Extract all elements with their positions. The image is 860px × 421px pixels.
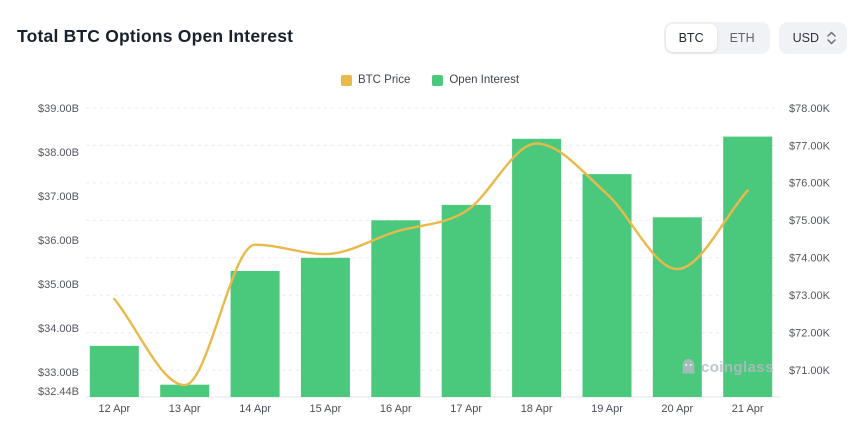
currency-select-value: USD	[792, 31, 819, 45]
legend-label: Open Interest	[449, 74, 520, 86]
x-axis-label: 12 Apr	[98, 403, 130, 415]
btc-price-line[interactable]	[113, 142, 749, 387]
bar-13-apr[interactable]	[160, 384, 210, 397]
bar-19-apr[interactable]	[582, 174, 632, 397]
left-axis-tick: $32.44B	[38, 386, 79, 398]
bar-12-apr[interactable]	[89, 345, 139, 397]
x-axis-label: 16 Apr	[380, 403, 412, 415]
x-axis-label: 15 Apr	[309, 403, 341, 415]
right-axis-tick: $76.00K	[789, 178, 831, 190]
coin-toggle-eth[interactable]: ETH	[717, 24, 768, 52]
right-axis-tick: $72.00K	[789, 328, 831, 340]
bar-20-apr[interactable]	[652, 217, 702, 397]
left-axis-tick: $37.00B	[38, 191, 79, 203]
left-axis-tick: $33.00B	[38, 367, 79, 379]
legend-item-btc-price[interactable]: BTC Price	[340, 74, 411, 86]
left-axis-tick: $34.00B	[38, 323, 79, 335]
page-title: Total BTC Options Open Interest	[17, 26, 294, 46]
left-axis-tick: $36.00B	[38, 235, 79, 247]
x-axis-label: 14 Apr	[239, 403, 271, 415]
left-axis-tick: $38.00B	[38, 147, 79, 159]
bar-14-apr[interactable]	[230, 271, 280, 397]
right-axis-tick: $74.00K	[789, 253, 831, 265]
x-axis-label: 21 Apr	[732, 403, 764, 415]
bar-21-apr[interactable]	[723, 136, 773, 397]
bar-15-apr[interactable]	[300, 257, 350, 397]
coin-toggle-btc[interactable]: BTC	[665, 24, 717, 52]
right-axis-tick: $78.00K	[789, 103, 831, 115]
currency-select[interactable]: USD	[778, 22, 847, 54]
bar-16-apr[interactable]	[371, 220, 421, 397]
legend-item-open-interest[interactable]: Open Interest	[432, 74, 519, 86]
x-axis-label: 19 Apr	[591, 403, 623, 415]
x-axis-label: 17 Apr	[450, 403, 482, 415]
legend-label: BTC Price	[357, 74, 411, 86]
coin-toggle: BTC ETH	[663, 22, 770, 54]
bar-18-apr[interactable]	[512, 138, 562, 398]
updown-chevron-icon	[827, 31, 836, 45]
right-axis-tick: $77.00K	[789, 140, 831, 152]
bar-17-apr[interactable]	[441, 204, 491, 397]
x-axis-label: 20 Apr	[661, 403, 693, 415]
left-axis-tick: $35.00B	[38, 279, 79, 291]
left-axis-tick: $39.00B	[38, 103, 79, 115]
x-axis-label: 18 Apr	[521, 403, 553, 415]
x-axis-label: 13 Apr	[169, 403, 201, 415]
right-axis-tick: $73.00K	[789, 290, 831, 302]
legend-swatch	[432, 74, 444, 86]
chart-legend: BTC Price Open Interest	[0, 74, 860, 86]
right-axis-tick: $75.00K	[789, 215, 831, 227]
legend-swatch	[340, 74, 352, 86]
header-controls: BTC ETH USD	[663, 22, 847, 54]
right-axis-tick: $71.00K	[789, 365, 831, 377]
